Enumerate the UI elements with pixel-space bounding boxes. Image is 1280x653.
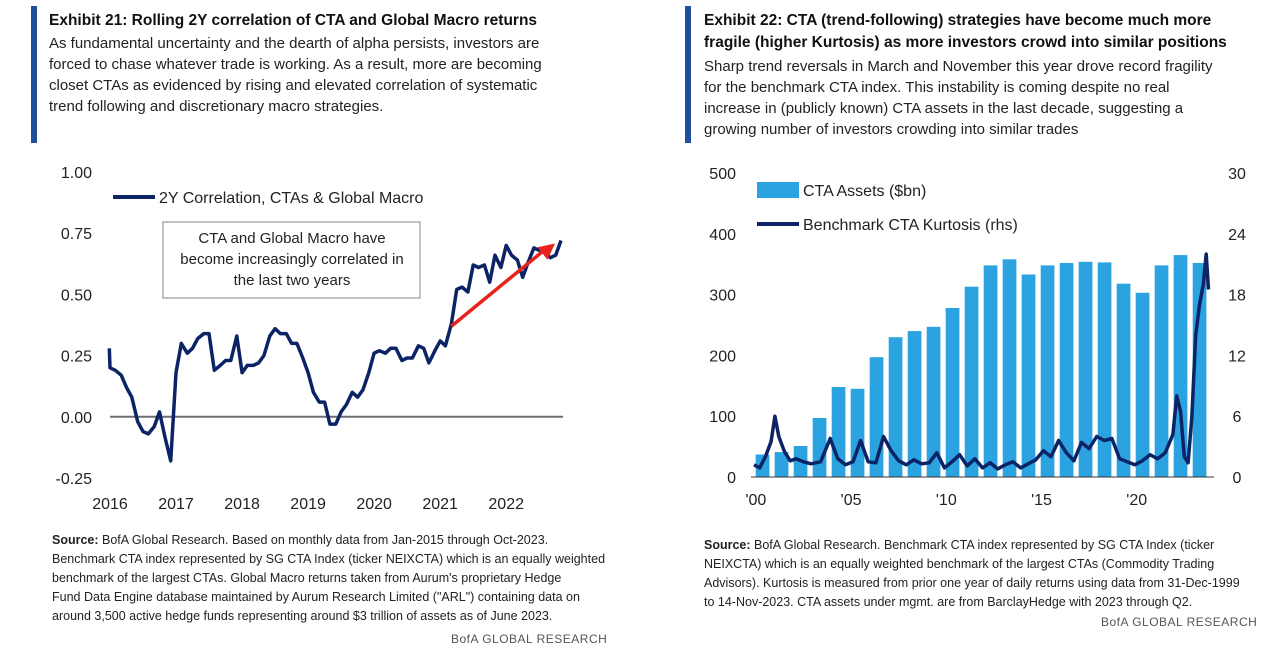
asset-bar xyxy=(1002,259,1017,477)
correlation-chart: -0.25 0.00 0.25 0.50 0.75 1.00 2016 2017 2018 201… xyxy=(56,165,563,513)
asset-bar xyxy=(945,308,960,477)
cta-assets-kurtosis-chart: 0 100 200 300 400 500 0 6 12 18 24 30 '00 '05 '10 '15 '2… xyxy=(709,166,1246,509)
source-line: Advisors). Kurtosis is measured from pri… xyxy=(704,576,1240,590)
legend-label: Benchmark CTA Kurtosis (rhs) xyxy=(803,217,1018,234)
asset-bar xyxy=(774,452,789,477)
exhibit-subtitle: As fundamental uncertainty and the deart… xyxy=(49,33,542,117)
y-tick-label: 0.75 xyxy=(61,226,92,243)
y-right-tick-label: 6 xyxy=(1233,409,1242,426)
legend-label: 2Y Correlation, CTAs & Global Macro xyxy=(159,190,424,207)
x-tick-label: 2020 xyxy=(356,496,392,513)
asset-bar xyxy=(1154,265,1169,477)
subtitle-line: closet CTAs as evidenced by rising and e… xyxy=(49,77,538,94)
y-tick-label: 0.00 xyxy=(61,410,92,427)
asset-bar xyxy=(1021,274,1036,477)
asset-bar xyxy=(1059,263,1074,477)
annotation-text: the last two years xyxy=(234,272,351,289)
source-line: benchmark of the largest CTAs. Global Ma… xyxy=(52,571,562,585)
x-tick-label: '00 xyxy=(745,492,766,509)
asset-bar xyxy=(1173,255,1188,477)
asset-bar xyxy=(1078,261,1093,477)
subtitle-line: for the benchmark CTA index. This instab… xyxy=(704,79,1170,96)
source-label: Source: xyxy=(704,538,751,552)
y-right-tick-label: 30 xyxy=(1228,166,1246,183)
y-left-tick-label: 200 xyxy=(709,348,736,365)
source-line: Fund Data Engine database maintained by … xyxy=(52,590,580,604)
subtitle-line: forced to chase whatever trade is workin… xyxy=(49,56,542,73)
y-right-tick-label: 18 xyxy=(1228,288,1246,305)
subtitle-line: Sharp trend reversals in March and Novem… xyxy=(704,58,1213,75)
asset-bar xyxy=(1192,263,1207,477)
asset-bar xyxy=(926,326,941,477)
asset-bar xyxy=(888,337,903,477)
x-tick-label: 2019 xyxy=(290,496,326,513)
asset-bar xyxy=(1135,292,1150,477)
y-left-tick-label: 100 xyxy=(709,409,736,426)
brand-label: BofA GLOBAL RESEARCH xyxy=(1101,615,1258,629)
annotation-text: become increasingly correlated in xyxy=(180,251,403,268)
source-line: Benchmark CTA index represented by SG CT… xyxy=(52,552,606,566)
x-tick-label: '10 xyxy=(936,492,957,509)
subtitle-line: growing number of investors crowding int… xyxy=(704,121,1079,138)
y-tick-label: 0.25 xyxy=(61,349,92,366)
x-tick-label: 2017 xyxy=(158,496,194,513)
exhibit-21-panel: Exhibit 21: Rolling 2Y correlation of CT… xyxy=(31,6,608,646)
trend-arrow-shaft xyxy=(450,248,547,328)
annotation-text: CTA and Global Macro have xyxy=(198,230,385,247)
asset-bar xyxy=(1116,283,1131,477)
exhibit-subtitle: Sharp trend reversals in March and Novem… xyxy=(704,56,1213,140)
source-line: NEIXCTA) which is an equally weighted be… xyxy=(704,557,1215,571)
y-tick-label: 1.00 xyxy=(61,165,92,182)
correlation-series-line xyxy=(107,239,563,463)
y-right-tick-label: 0 xyxy=(1233,470,1242,487)
exhibit-title: Exhibit 21: Rolling 2Y correlation of CT… xyxy=(49,12,538,29)
x-tick-label: 2022 xyxy=(488,496,524,513)
accent-bar xyxy=(685,6,691,143)
legend-swatch-bar xyxy=(757,182,799,198)
title-line: fragile (higher Kurtosis) as more invest… xyxy=(704,34,1227,51)
x-tick-label: 2021 xyxy=(422,496,458,513)
asset-bar xyxy=(983,265,998,477)
x-tick-label: '15 xyxy=(1031,492,1052,509)
y-left-tick-label: 500 xyxy=(709,166,736,183)
subtitle-line: trend following and discretionary macro … xyxy=(49,98,384,115)
subtitle-line: As fundamental uncertainty and the deart… xyxy=(49,35,540,52)
subtitle-line: increase in (publicly known) CTA assets … xyxy=(704,100,1184,117)
source-line: BofA Global Research. Based on monthly d… xyxy=(98,533,549,547)
source-line: around 3,500 active hedge funds represen… xyxy=(52,609,553,623)
exhibit-title: Exhibit 22: CTA (trend-following) strate… xyxy=(704,10,1227,54)
title-line: Exhibit 22: CTA (trend-following) strate… xyxy=(704,12,1212,29)
source-label: Source: xyxy=(52,533,99,547)
x-tick-label: '20 xyxy=(1126,492,1147,509)
exhibit-22-panel: Exhibit 22: CTA (trend-following) strate… xyxy=(640,0,1280,653)
asset-bar xyxy=(1040,265,1055,477)
source-note: Source: BofA Global Research. Benchmark … xyxy=(704,536,1240,612)
x-tick-label: '05 xyxy=(841,492,862,509)
y-tick-label: 0.50 xyxy=(61,287,92,304)
accent-bar xyxy=(31,6,37,143)
asset-bar xyxy=(812,418,827,477)
y-left-tick-label: 400 xyxy=(709,227,736,244)
asset-bar xyxy=(907,331,922,477)
y-tick-label: -0.25 xyxy=(56,471,93,488)
y-right-tick-label: 24 xyxy=(1228,227,1246,244)
asset-bar xyxy=(964,286,979,477)
y-left-tick-label: 300 xyxy=(709,288,736,305)
source-note: Source: BofA Global Research. Based on m… xyxy=(52,531,605,626)
kurtosis-series-line xyxy=(753,252,1211,471)
legend-label: CTA Assets ($bn) xyxy=(803,183,926,200)
y-left-tick-label: 0 xyxy=(727,470,736,487)
asset-bar xyxy=(1097,262,1112,477)
y-right-tick-label: 12 xyxy=(1228,348,1246,365)
trend-arrow-head xyxy=(537,243,555,260)
annotation-box xyxy=(162,221,421,299)
x-tick-label: 2018 xyxy=(224,496,260,513)
source-line: to 14-Nov-2023. CTA assets under mgmt. a… xyxy=(704,595,1193,609)
source-line: BofA Global Research. Benchmark CTA inde… xyxy=(750,538,1215,552)
x-tick-label: 2016 xyxy=(92,496,128,513)
brand-label: BofA GLOBAL RESEARCH xyxy=(451,632,608,646)
